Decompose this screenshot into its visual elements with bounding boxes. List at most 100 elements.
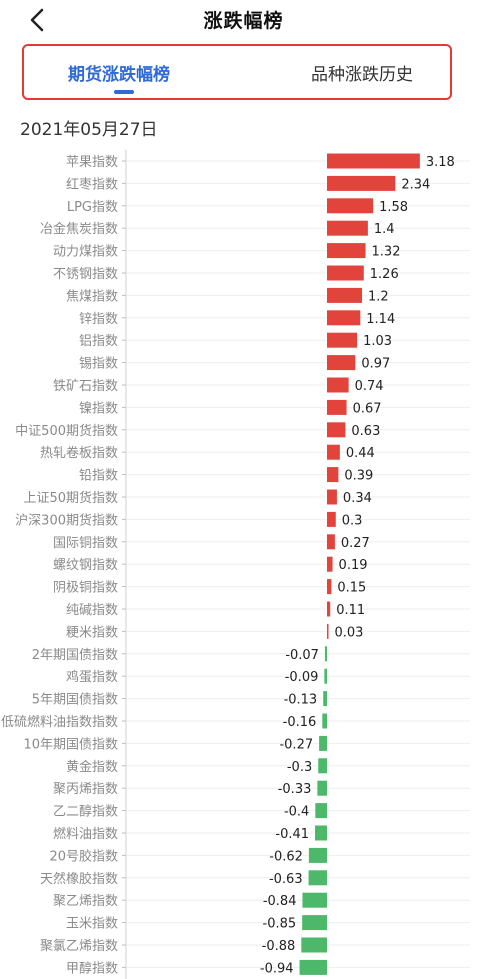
y-tick-label: 乙二醇指数 — [53, 804, 118, 820]
y-tick-label: 低硫燃料油指数指数 — [1, 714, 118, 730]
y-tick-label: 国际铜指数 — [53, 536, 118, 551]
bar-value-label: 1.32 — [372, 245, 401, 260]
y-tick-label: 10年期国债指数 — [23, 737, 118, 752]
bar-value-label: 3.18 — [426, 155, 455, 170]
bar — [327, 198, 374, 214]
y-tick-label: 铁矿石指数 — [53, 379, 118, 394]
bar — [322, 713, 327, 729]
y-tick-label: 镍指数 — [79, 401, 118, 416]
bar — [327, 265, 364, 281]
bar — [327, 489, 337, 505]
bar — [318, 758, 327, 774]
y-tick-label: 上证50期货指数 — [23, 490, 118, 506]
page-title: 涨跌幅榜 — [203, 10, 284, 32]
bar-value-label: 0.03 — [335, 625, 364, 640]
bar-value-label: -0.84 — [263, 894, 297, 909]
bar — [317, 780, 327, 796]
y-tick-label: 20号胶指数 — [49, 848, 118, 864]
bar — [327, 355, 356, 371]
bar — [327, 220, 368, 236]
bar-value-label: 0.67 — [353, 401, 382, 416]
bar-value-label: 1.4 — [374, 222, 395, 237]
bar-value-label: -0.16 — [283, 715, 317, 730]
y-tick-label: 不锈钢指数 — [53, 267, 118, 282]
bar-value-label: 0.39 — [344, 469, 373, 484]
bar — [299, 959, 327, 975]
bar-value-label: -0.27 — [279, 737, 313, 752]
bar-value-label: -0.62 — [269, 849, 303, 864]
bar — [308, 870, 327, 886]
bar — [324, 646, 327, 662]
bar-value-label: -0.09 — [285, 670, 319, 685]
bar-value-label: 0.34 — [343, 491, 372, 506]
bar — [327, 579, 332, 595]
bar — [327, 153, 420, 169]
bar-value-label: 1.2 — [368, 289, 389, 304]
y-tick-label: 甲醇指数 — [66, 960, 118, 976]
bar — [319, 735, 327, 751]
y-tick-label: 苹果指数 — [66, 155, 118, 170]
y-tick-label: 冶金焦炭指数 — [40, 221, 118, 237]
y-tick-label: 粳米指数 — [66, 625, 118, 640]
bar — [327, 444, 340, 460]
y-tick-label: 2年期国债指数 — [32, 648, 118, 663]
bar — [327, 175, 396, 191]
bar-value-label: -0.3 — [287, 760, 312, 775]
bar-value-label: -0.94 — [260, 961, 294, 976]
bar-value-label: -0.85 — [263, 917, 297, 932]
y-tick-label: 阴极铜指数 — [53, 581, 118, 596]
y-tick-label: 5年期国债指数 — [32, 693, 118, 708]
active-tab-indicator — [114, 90, 134, 94]
y-tick-label: 铝指数 — [79, 334, 118, 349]
chevron-left-icon[interactable] — [26, 6, 50, 34]
y-tick-label: 焦煤指数 — [66, 289, 118, 304]
bar-value-label: 0.11 — [336, 603, 365, 618]
y-tick-label: 沪深300期货指数 — [15, 512, 118, 528]
bar-value-label: -0.88 — [262, 939, 296, 954]
y-tick-label: 纯碱指数 — [66, 603, 118, 618]
bar — [327, 467, 339, 483]
bar — [323, 691, 327, 707]
y-tick-label: 锌指数 — [79, 312, 118, 327]
bar — [302, 892, 327, 908]
tab-bar: 期货涨跌幅榜 品种涨跌历史 — [22, 44, 452, 100]
y-tick-label: 铅指数 — [79, 469, 118, 484]
header-bar: 涨跌幅榜 — [0, 0, 487, 40]
y-tick-label: 螺纹钢指数 — [53, 558, 118, 573]
bar-value-label: -0.13 — [284, 693, 318, 708]
y-tick-label: 鸡蛋指数 — [66, 669, 118, 685]
bar — [315, 825, 327, 841]
y-tick-label: LPG指数 — [67, 200, 118, 215]
bar-value-label: 2.34 — [401, 177, 430, 192]
bar-value-label: 0.97 — [361, 357, 390, 372]
y-tick-label: 中证500期货指数 — [15, 423, 118, 439]
bar — [327, 377, 349, 393]
bar — [324, 668, 327, 684]
y-tick-label: 聚丙烯指数 — [53, 782, 118, 797]
y-tick-label: 聚乙烯指数 — [53, 894, 118, 909]
bar-value-label: 0.15 — [337, 581, 366, 596]
bar-value-label: 1.58 — [379, 200, 408, 215]
tab-futures-change-ranking[interactable]: 期货涨跌幅榜 — [68, 65, 170, 85]
y-tick-label: 红枣指数 — [66, 176, 118, 192]
bar — [327, 243, 366, 259]
bar — [327, 287, 363, 303]
change-ranking-chart: 苹果指数 3.18 红枣指数 2.34 LPG指数 1.58 冶金焦炭指数 1.4 动力煤指数 1… — [1, 149, 470, 979]
bar — [327, 556, 333, 572]
y-tick-label: 聚氯乙烯指数 — [40, 939, 118, 954]
bar — [308, 847, 327, 863]
bar-value-label: 1.03 — [363, 334, 392, 349]
bar-value-label: 1.14 — [366, 312, 395, 327]
bar — [327, 422, 346, 438]
bar-value-label: -0.63 — [269, 872, 303, 887]
y-tick-label: 热轧卷板指数 — [40, 445, 118, 461]
y-tick-label: 锡指数 — [79, 357, 118, 372]
tab-variety-change-history[interactable]: 品种涨跌历史 — [311, 65, 413, 85]
y-tick-label: 天然橡胶指数 — [40, 871, 118, 887]
bar — [327, 511, 336, 527]
bar — [302, 915, 327, 931]
bar — [327, 601, 331, 617]
bar-value-label: -0.41 — [275, 827, 309, 842]
y-tick-label: 动力煤指数 — [53, 245, 118, 260]
bar-value-label: -0.33 — [278, 782, 312, 797]
